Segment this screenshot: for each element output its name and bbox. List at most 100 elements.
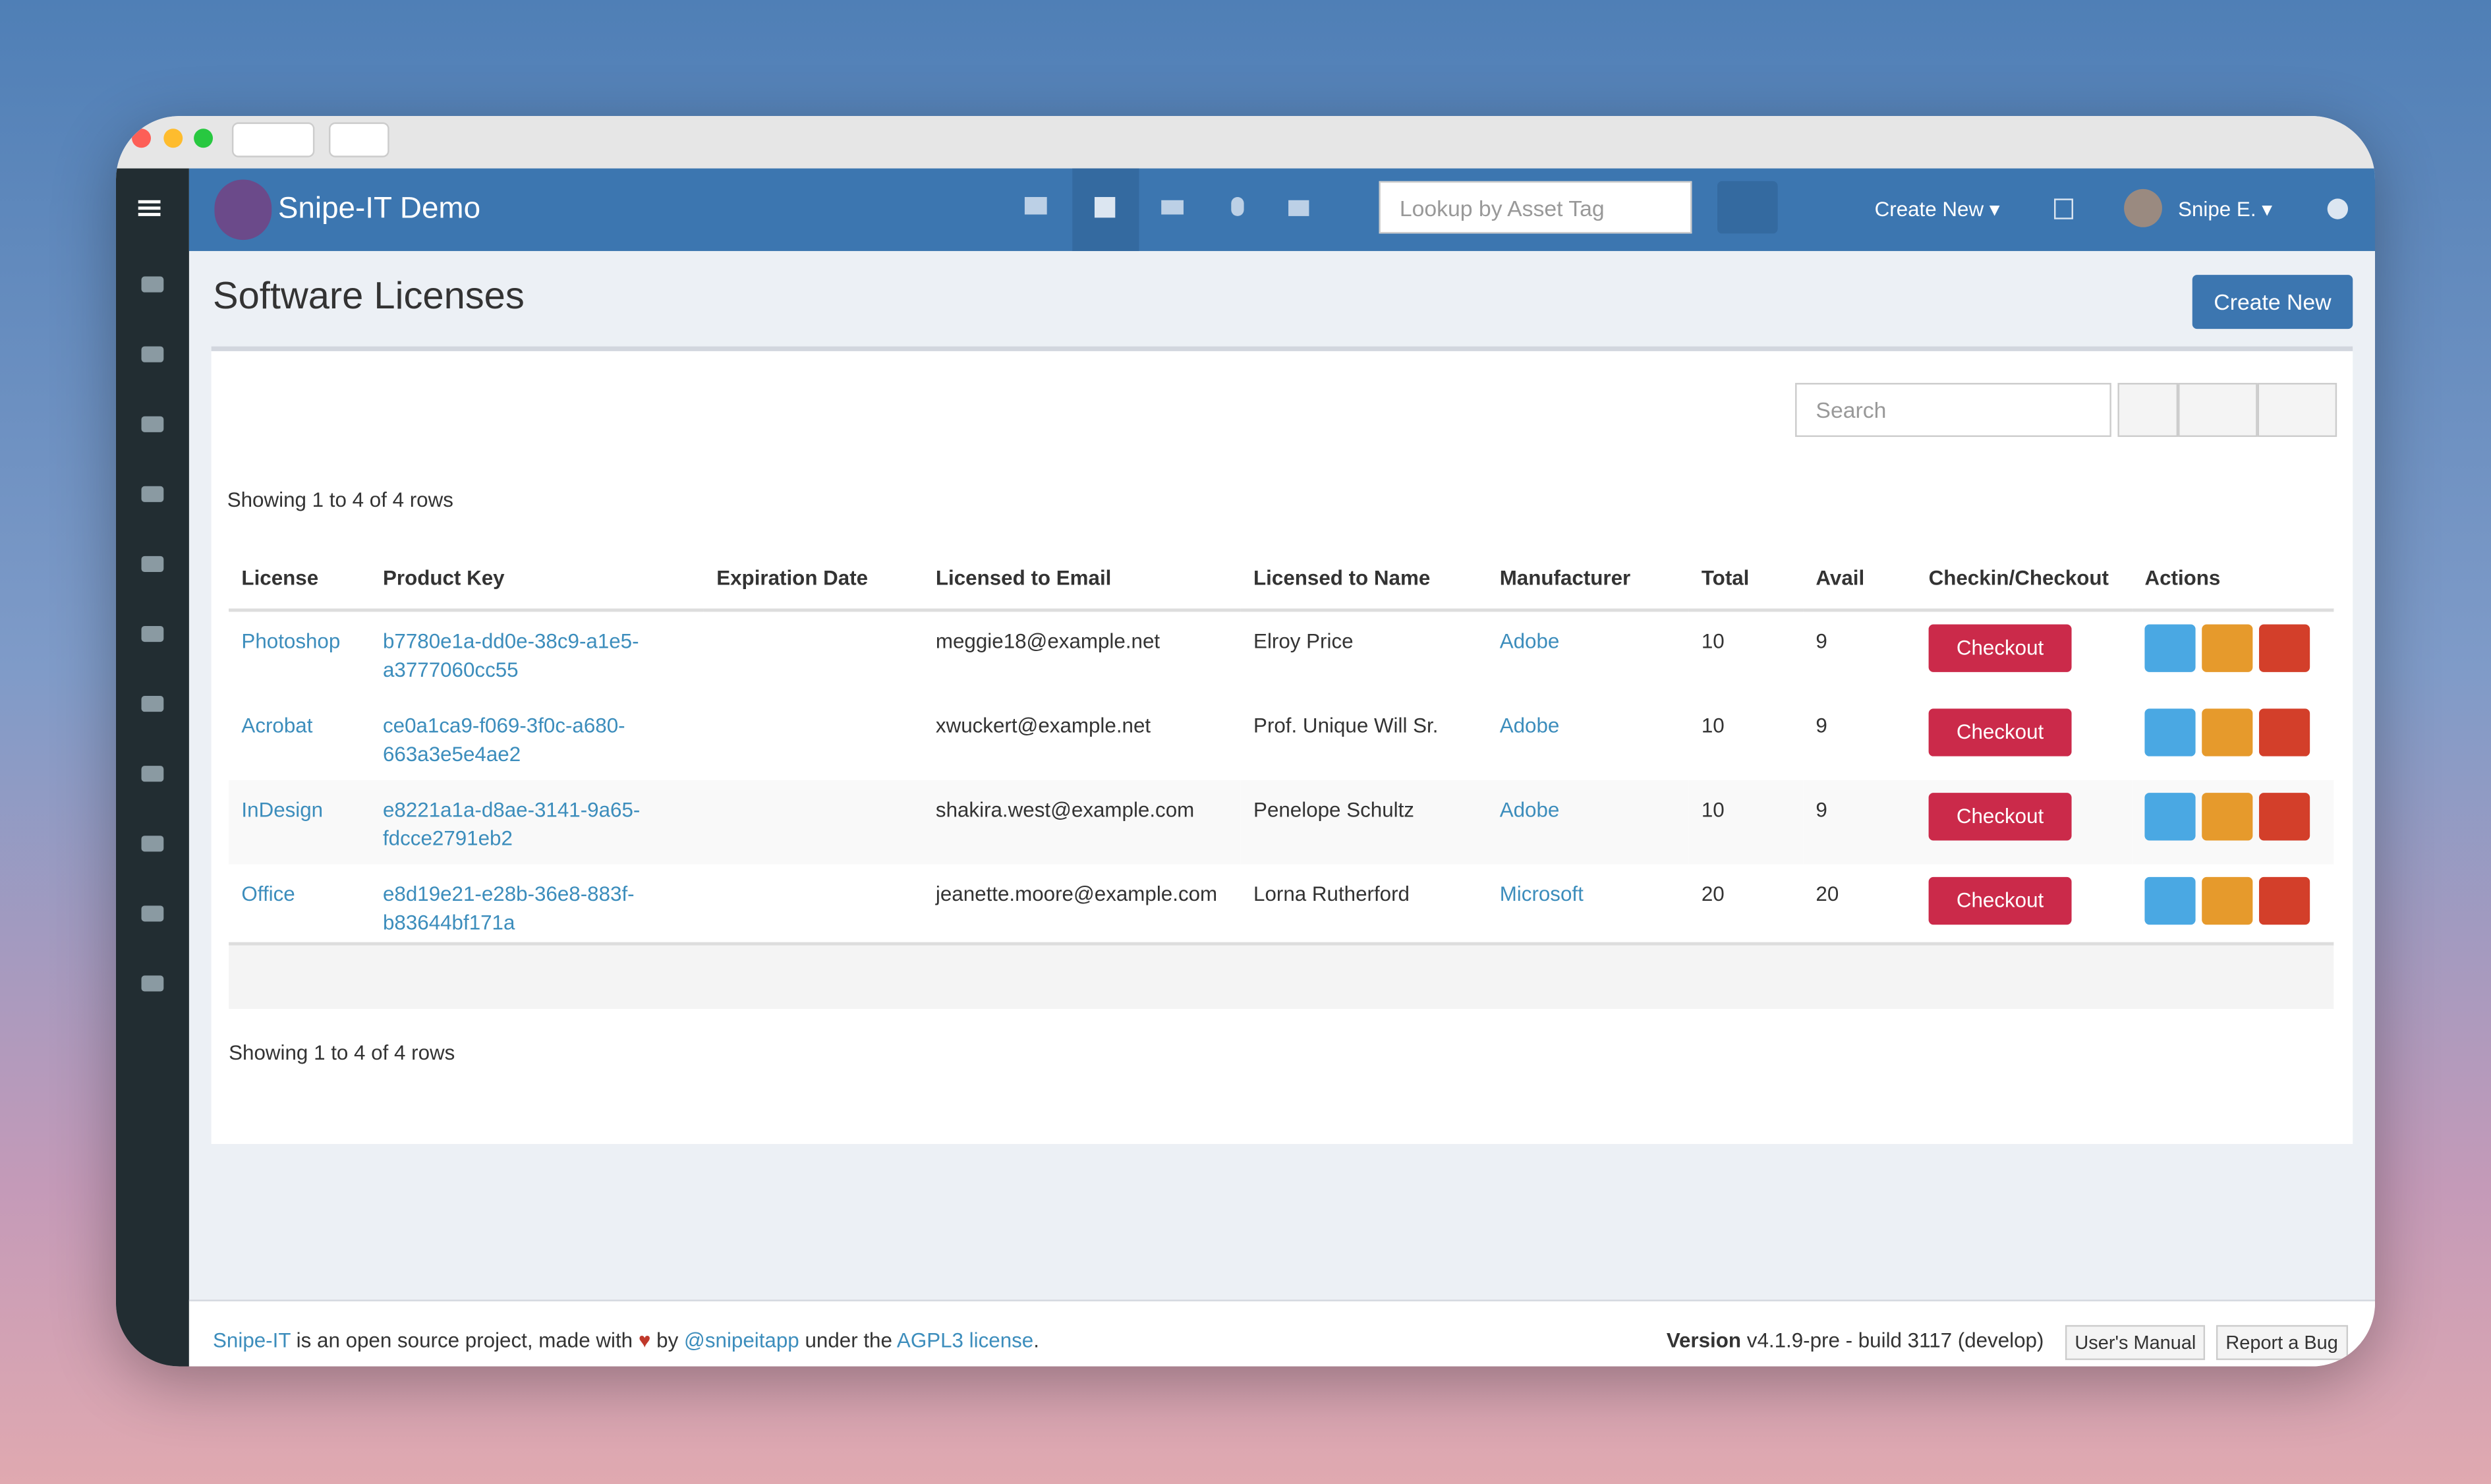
max-dot[interactable]	[194, 128, 214, 148]
license[interactable]: Photoshop	[241, 629, 341, 653]
cell: Photoshop	[229, 610, 370, 696]
link[interactable]: AGPL3 license	[896, 1328, 1034, 1352]
clone-button[interactable]	[2144, 793, 2196, 841]
assets-icon[interactable]	[141, 346, 164, 362]
create-new-button[interactable]: Create New	[2192, 275, 2353, 329]
cell: Checkout	[1916, 780, 2133, 865]
link[interactable]: @snipeitapp	[684, 1328, 799, 1352]
email: jeanette.moore@example.com	[935, 882, 1218, 906]
checkout-button[interactable]: Checkout	[1928, 624, 2072, 672]
search-input[interactable]: Search	[1795, 383, 2111, 438]
components-icon[interactable]	[141, 625, 164, 642]
nav-icon[interactable]	[1094, 196, 1116, 218]
avail: 9	[1816, 629, 1827, 653]
settings-icon[interactable]	[2327, 198, 2349, 219]
delete-button[interactable]	[2259, 624, 2310, 672]
manufacturer[interactable]: Adobe	[1499, 713, 1560, 737]
checkout-button[interactable]: Checkout	[1928, 708, 2072, 756]
product-key[interactable]: e8221a1a-d8ae-3141-9a65-fdcce2791eb2	[382, 797, 641, 850]
delete-button[interactable]	[2259, 793, 2310, 841]
clone-button[interactable]	[2144, 624, 2196, 672]
name: Prof. Unique Will Sr.	[1253, 713, 1439, 737]
manufacturer[interactable]: Adobe	[1499, 797, 1560, 822]
checkout-button[interactable]: Checkout	[1928, 876, 2072, 925]
manufacturer[interactable]: Adobe	[1499, 629, 1560, 653]
cell: e8d19e21-e28b-36e8-883f-b83644bf171a	[370, 865, 704, 949]
column-header: Product Key	[370, 545, 704, 612]
column-header: License	[229, 545, 370, 612]
label: Snipe E.	[2178, 196, 2256, 221]
nav-icon[interactable]	[1161, 200, 1184, 215]
logo[interactable]	[214, 179, 272, 241]
licenses-icon[interactable]	[141, 416, 164, 432]
column-header: Manufacturer	[1487, 545, 1689, 612]
license[interactable]: Acrobat	[241, 713, 313, 737]
checkout-button[interactable]: Checkout	[1928, 793, 2072, 841]
table-row: Photoshop b7780e1a-dd0e-38c9-a1e5-a377706…	[229, 610, 2334, 696]
cell: Prof. Unique Will Sr.	[1241, 696, 1487, 780]
cell	[704, 696, 923, 780]
licenses-box: Search Showing 1 to 4 of 4 rows License P…	[211, 346, 2353, 1144]
edit-button[interactable]	[2202, 876, 2253, 925]
page-title: Software Licenses	[213, 275, 525, 318]
requestable-icon[interactable]	[141, 975, 164, 992]
table-footer	[229, 942, 2334, 1010]
cell: Acrobat	[229, 696, 370, 780]
bug-button[interactable]: Report a Bug	[2216, 1325, 2348, 1360]
columns-button[interactable]	[2178, 383, 2258, 438]
navbar: Snipe-IT Demo Lookup by Asset Tag Create…	[188, 168, 2375, 251]
flag-icon[interactable]	[2054, 198, 2073, 219]
clone-button[interactable]	[2144, 876, 2196, 925]
accessories-icon[interactable]	[141, 486, 164, 502]
reports-icon[interactable]	[141, 905, 164, 922]
license[interactable]: Office	[241, 882, 295, 906]
close-dot[interactable]	[132, 128, 152, 148]
manufacturer[interactable]: Microsoft	[1499, 882, 1584, 906]
clone-button[interactable]	[2144, 708, 2196, 756]
total: 10	[1701, 629, 1725, 653]
table-row: InDesign e8221a1a-d8ae-3141-9a65-fdcce279…	[229, 780, 2334, 865]
menu-toggle[interactable]	[138, 200, 161, 204]
product-key[interactable]: e8d19e21-e28b-36e8-883f-b83644bf171a	[382, 882, 635, 934]
refresh-button[interactable]	[2117, 383, 2179, 438]
avatar[interactable]	[2124, 188, 2162, 227]
manual-button[interactable]: User's Manual	[2065, 1325, 2206, 1360]
cell: Lorna Rutherford	[1241, 865, 1487, 949]
nav-icon[interactable]	[1231, 196, 1244, 216]
lookup-input[interactable]: Lookup by Asset Tag	[1379, 181, 1692, 234]
nav-arrows[interactable]	[231, 122, 315, 157]
cell: Elroy Price	[1241, 610, 1487, 696]
users-icon[interactable]	[141, 696, 164, 712]
dashboard-icon[interactable]	[141, 276, 164, 293]
nav-icon[interactable]	[1288, 200, 1309, 216]
import-icon[interactable]	[141, 766, 164, 782]
export-button[interactable]	[2257, 383, 2337, 438]
consumables-icon[interactable]	[141, 556, 164, 572]
cell: 9	[1803, 780, 1916, 865]
edit-button[interactable]	[2202, 708, 2253, 756]
min-dot[interactable]	[163, 128, 183, 148]
cell: Adobe	[1487, 610, 1688, 696]
link[interactable]: Snipe-IT	[213, 1328, 291, 1352]
edit-button[interactable]	[2202, 624, 2253, 672]
avail: 9	[1816, 713, 1827, 737]
cell	[2132, 780, 2334, 865]
delete-button[interactable]	[2259, 876, 2310, 925]
user-menu[interactable]: Snipe E. ▾	[2178, 196, 2273, 221]
create-new-menu[interactable]: Create New ▾	[1874, 196, 2000, 221]
total: 10	[1701, 713, 1725, 737]
product-key[interactable]: b7780e1a-dd0e-38c9-a1e5-a3777060cc55	[382, 629, 639, 682]
brand[interactable]: Snipe-IT Demo	[277, 192, 481, 226]
lookup-button[interactable]	[1717, 181, 1778, 234]
label: Version	[1666, 1328, 1742, 1352]
download-button[interactable]	[329, 122, 389, 157]
nav-icon[interactable]	[1024, 196, 1047, 215]
cell: 10	[1688, 780, 1804, 865]
cell: ce0a1ca9-f069-3f0c-a680-663a3e5e4ae2	[370, 696, 704, 780]
license[interactable]: InDesign	[241, 797, 324, 822]
delete-button[interactable]	[2259, 708, 2310, 756]
edit-button[interactable]	[2202, 793, 2253, 841]
heart: ♥	[638, 1328, 651, 1352]
product-key[interactable]: ce0a1ca9-f069-3f0c-a680-663a3e5e4ae2	[382, 713, 625, 766]
settings-icon[interactable]	[141, 836, 164, 852]
